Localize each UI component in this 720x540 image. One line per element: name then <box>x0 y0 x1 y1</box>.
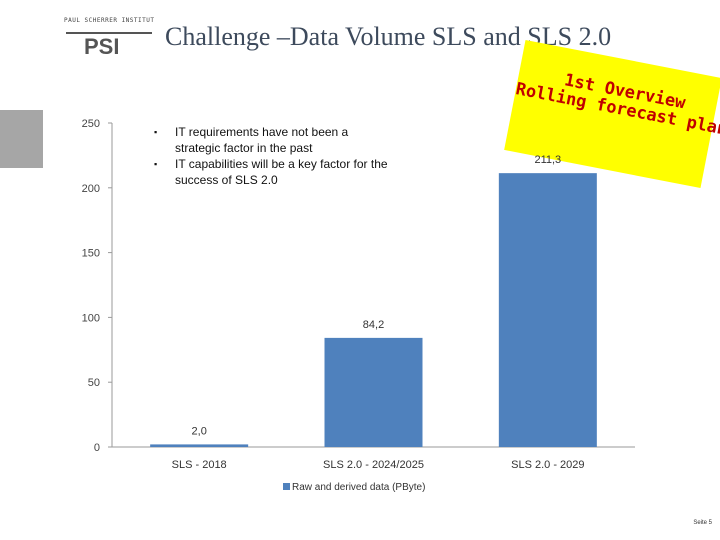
legend-swatch <box>283 483 290 490</box>
bullet-item: ▪ IT requirements have not been a strate… <box>150 124 390 156</box>
page-number: Seite 5 <box>693 520 712 526</box>
legend-label: Raw and derived data (PByte) <box>292 482 425 493</box>
bar <box>498 173 597 447</box>
side-gray-block <box>0 110 43 168</box>
y-tick-label: 100 <box>82 312 100 324</box>
y-tick-label: 50 <box>88 377 100 389</box>
x-tick-label: SLS - 2018 <box>172 459 227 471</box>
bullet-item: ▪ IT capabilities will be a key factor f… <box>150 156 390 188</box>
data-label: 2,0 <box>192 425 207 437</box>
psi-logo: PSI <box>66 32 152 58</box>
y-tick-label: 0 <box>94 442 100 454</box>
logo-text: PSI <box>84 34 119 58</box>
y-tick-label: 150 <box>82 248 100 260</box>
logo-caption: PAUL SCHERRER INSTITUT <box>64 17 155 24</box>
bar <box>150 444 249 447</box>
bullet-list: ▪ IT requirements have not been a strate… <box>150 124 390 188</box>
y-tick-label: 250 <box>82 118 100 130</box>
bar <box>324 337 423 447</box>
data-label: 211,3 <box>534 154 561 166</box>
bullet-dot-icon: ▪ <box>154 127 158 137</box>
bullet-dot-icon: ▪ <box>154 159 158 169</box>
bullet-text: IT requirements have not been a strategi… <box>175 125 349 155</box>
x-tick-label: SLS 2.0 - 2029 <box>511 459 584 471</box>
data-label: 84,2 <box>363 319 384 331</box>
bullet-text: IT capabilities will be a key factor for… <box>175 157 388 187</box>
x-tick-label: SLS 2.0 - 2024/2025 <box>323 459 424 471</box>
y-tick-label: 200 <box>82 183 100 195</box>
